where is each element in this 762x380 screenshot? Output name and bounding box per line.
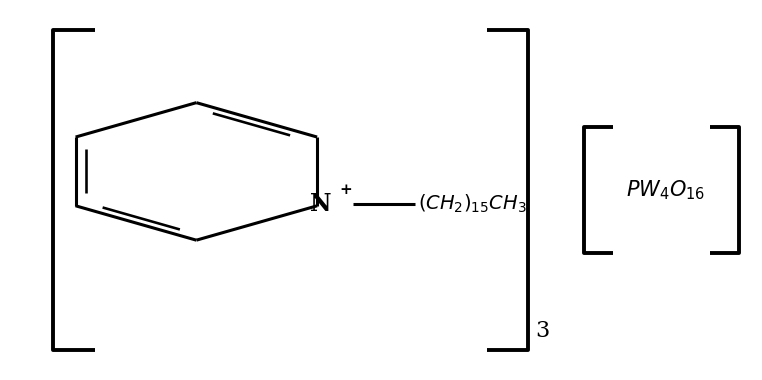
Text: N: N xyxy=(310,192,331,216)
Text: $PW_4O_{16}$: $PW_4O_{16}$ xyxy=(626,178,705,202)
Text: +: + xyxy=(339,183,352,197)
Text: $(CH_2)_{15}CH_3$: $(CH_2)_{15}CH_3$ xyxy=(418,193,527,215)
Text: 3: 3 xyxy=(536,320,549,342)
